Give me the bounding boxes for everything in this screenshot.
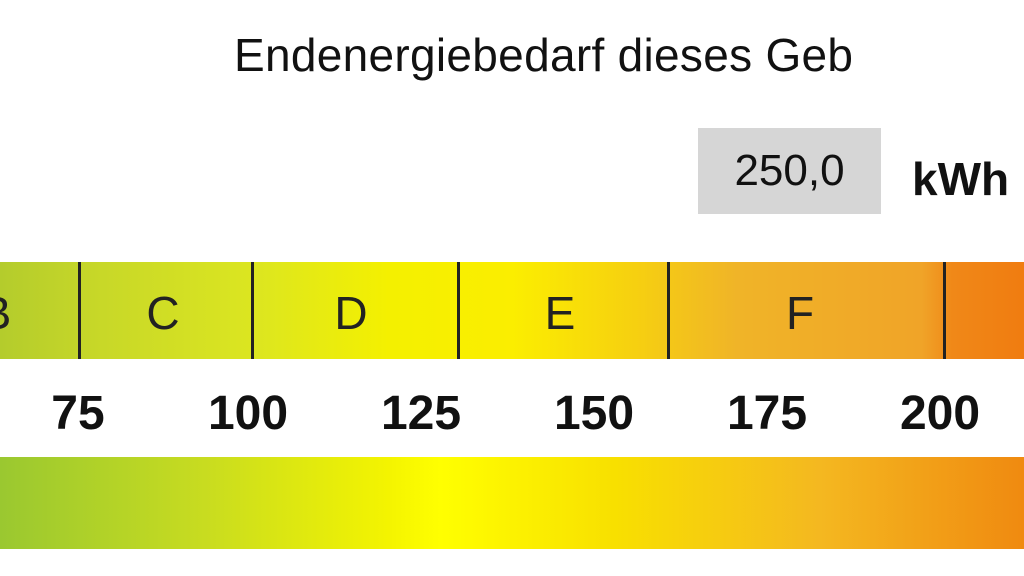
scale-tick-label: 125 bbox=[380, 387, 462, 440]
scale-tick-label: 75 bbox=[51, 387, 105, 440]
scale-tick-label: 150 bbox=[553, 387, 635, 440]
class-label-f: F bbox=[785, 287, 815, 339]
energy-value-box: 250,0 bbox=[698, 128, 881, 214]
class-label-b: B bbox=[0, 286, 11, 340]
class-divider bbox=[667, 262, 670, 359]
efficiency-class-band bbox=[0, 262, 1024, 359]
unit-label: kWh bbox=[912, 153, 1010, 205]
class-label-e: E bbox=[544, 287, 576, 339]
class-divider bbox=[943, 262, 946, 359]
scale-tick-label: 175 bbox=[726, 387, 808, 440]
scale-tick-label: 100 bbox=[207, 387, 289, 440]
energy-gradient-scale bbox=[0, 457, 1024, 549]
class-label-d: D bbox=[334, 287, 368, 339]
class-label-c: C bbox=[146, 287, 180, 339]
page-title: Endenergiebedarf dieses Geb bbox=[234, 29, 854, 81]
scale-tick-label: 200 bbox=[899, 387, 981, 440]
class-divider bbox=[78, 262, 81, 359]
class-divider bbox=[457, 262, 460, 359]
class-divider bbox=[251, 262, 254, 359]
